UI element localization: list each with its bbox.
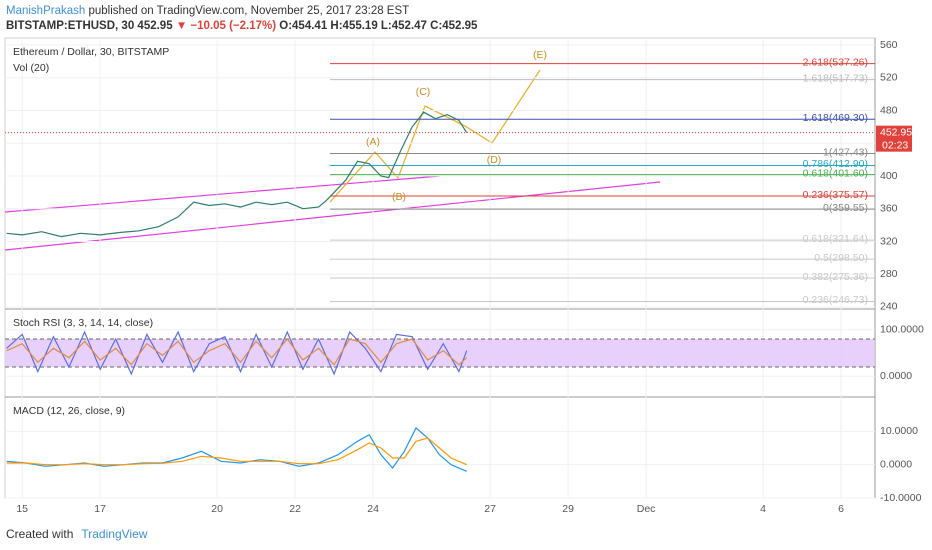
brand[interactable]: TradingView <box>81 527 148 541</box>
pane-title: Stoch RSI (3, 3, 14, 14, close) <box>13 317 153 329</box>
fib-label: 0.5(298.50) <box>814 252 868 264</box>
symbol: BITSTAMP:ETHUSD, 30 <box>6 20 135 32</box>
series-line <box>6 330 468 376</box>
fib-label: 0(359.55) <box>823 202 868 214</box>
x-tick-label: 4 <box>760 503 766 515</box>
pane-title: MACD (12, 26, close, 9) <box>13 405 125 417</box>
y-tick-label: 0.0000 <box>880 458 912 470</box>
fib-label: 1(427.43) <box>823 146 868 158</box>
published: published on TradingView.com, November 2… <box>88 5 410 17</box>
x-tick-label: 22 <box>289 503 301 515</box>
x-tick-label: 27 <box>484 503 496 515</box>
publisher[interactable]: ManishPrakash <box>6 5 86 17</box>
created: Created with <box>6 527 74 541</box>
ohlc: O:454.41 H:455.19 L:452.47 C:452.95 <box>279 20 478 32</box>
x-tick-label: 24 <box>367 503 379 515</box>
fib-label: 0.236(246.73) <box>803 294 868 306</box>
channel-line <box>4 181 661 251</box>
y-tick-label: 360 <box>880 203 898 215</box>
chart: 15172022242729Dec46240280320360400440480… <box>4 37 924 515</box>
wave-label: (E) <box>533 49 547 61</box>
fib-label: 0.618(321.64) <box>803 233 868 245</box>
series-line <box>6 338 468 366</box>
series-line <box>6 437 467 466</box>
y-tick-label: 320 <box>880 235 898 247</box>
timer-label: 02:23 <box>882 139 908 151</box>
x-tick-label: 17 <box>94 503 106 515</box>
y-tick-label: 400 <box>880 170 898 182</box>
wave-label: (B) <box>392 191 406 203</box>
fib-label: 1.618(469.30) <box>803 112 868 124</box>
y-tick-label: 480 <box>880 104 898 116</box>
fib-label: 2.618(537.26) <box>803 56 868 68</box>
fib-label: 0.786(412.90) <box>803 158 868 170</box>
x-tick-label: 29 <box>562 503 574 515</box>
price: 452.95 <box>137 20 173 32</box>
x-tick-label: 6 <box>838 503 844 515</box>
last-price-tag <box>876 125 912 152</box>
x-tick-label: 15 <box>16 503 28 515</box>
y-tick-label: 240 <box>880 301 898 313</box>
x-tick-label: 20 <box>211 503 223 515</box>
fib-label: 0.236(375.57) <box>803 189 868 201</box>
wave-label: (C) <box>416 86 431 98</box>
frame <box>4 37 876 499</box>
wave-label: (A) <box>366 136 380 148</box>
fib-label: 1.618(517.73) <box>803 72 868 84</box>
header: ManishPrakash published on TradingView.c… <box>6 4 477 34</box>
footer: Created with TradingView <box>6 527 147 541</box>
y-tick-label: 520 <box>880 72 898 84</box>
change: ▼ −10.05 (−2.17%) <box>175 20 277 32</box>
y-tick-label: 100.0000 <box>880 323 924 335</box>
y-tick-label: -10.0000 <box>880 492 922 504</box>
y-tick-label: 10.0000 <box>880 425 918 437</box>
y-tick-label: 280 <box>880 268 898 280</box>
x-tick-label: Dec <box>637 503 656 515</box>
series-line <box>6 111 468 238</box>
fib-label: 0.382(275.36) <box>803 271 868 283</box>
last-price-label: 452.95 <box>880 126 912 138</box>
pane-title: Ethereum / Dollar, 30, BITSTAMP <box>13 46 169 58</box>
y-tick-label: 0.0000 <box>880 370 912 382</box>
fib-label: 0.618(401.60) <box>803 167 868 179</box>
channel-line <box>4 175 441 213</box>
pane-subtitle: Vol (20) <box>13 62 49 74</box>
y-tick-label: 560 <box>880 39 898 51</box>
wave-label: (D) <box>487 154 502 166</box>
